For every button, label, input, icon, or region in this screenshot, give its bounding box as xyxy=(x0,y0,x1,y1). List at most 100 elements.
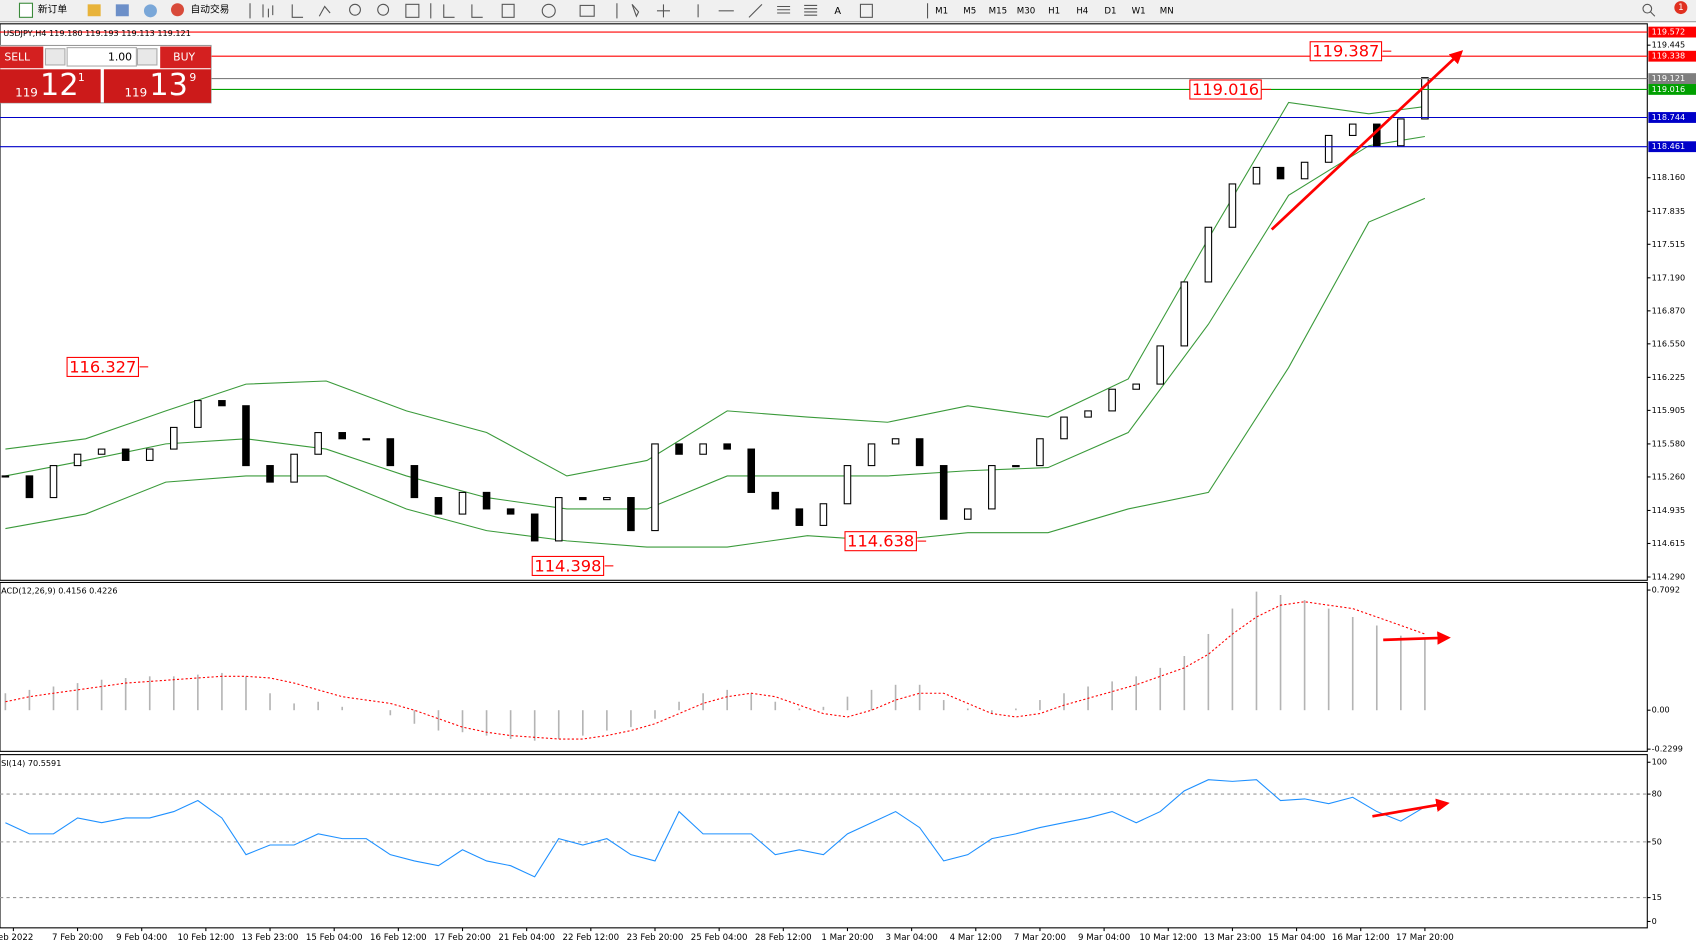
buy-big-figure[interactable]: 119 xyxy=(124,86,147,100)
x-tick-label: 13 Feb 23:00 xyxy=(242,933,299,943)
panel-frames xyxy=(0,23,1648,929)
lot-up[interactable] xyxy=(136,48,158,66)
candle xyxy=(1012,465,1020,468)
sell-big-figure[interactable]: 119 xyxy=(15,86,38,100)
macd-tick-label: -0.2299 xyxy=(1652,744,1683,754)
timeframe-button[interactable]: H4 xyxy=(1076,6,1088,16)
price-tick-label: 119.445 xyxy=(1652,40,1686,50)
sell-label[interactable]: SELL xyxy=(4,50,30,63)
buy-button[interactable] xyxy=(160,46,212,69)
candle xyxy=(194,400,202,428)
x-tick-label: 7 Mar 20:00 xyxy=(1014,933,1066,943)
price-level-tag xyxy=(1648,50,1696,62)
candle xyxy=(338,432,346,440)
annotation-label: 119.387 xyxy=(1312,42,1379,61)
candle xyxy=(988,465,996,510)
candle xyxy=(386,438,395,467)
buy-label[interactable]: BUY xyxy=(173,50,195,63)
timeframe-button[interactable]: MN xyxy=(1160,6,1174,16)
buy-pips[interactable]: 13 xyxy=(149,68,188,103)
sell-pips[interactable]: 12 xyxy=(40,68,79,103)
candle xyxy=(819,503,828,526)
lot-down[interactable] xyxy=(44,48,66,66)
lot-value[interactable]: 1.00 xyxy=(108,50,132,63)
x-tick-label: 15 Mar 04:00 xyxy=(1268,933,1326,943)
candle xyxy=(266,465,274,483)
candle xyxy=(843,465,852,505)
auto-trading-button[interactable]: 自动交易 xyxy=(190,3,229,16)
lot-input[interactable] xyxy=(66,47,137,67)
timeframe-button[interactable]: M5 xyxy=(963,6,976,16)
candle xyxy=(410,465,419,499)
rsi-tick-label: 50 xyxy=(1652,836,1662,846)
new-order-button[interactable]: 新订单 xyxy=(38,3,67,16)
new-order-icon[interactable] xyxy=(18,2,34,18)
candle xyxy=(170,426,178,450)
tool-icons xyxy=(249,3,1656,19)
candle xyxy=(699,443,707,455)
trend-arrow xyxy=(1270,50,1464,231)
price-level-tag xyxy=(1648,141,1696,153)
annotation-box xyxy=(1309,41,1383,62)
price-panel: 119.445 118.160 117.835 117.515 117.190 116.8… xyxy=(0,27,1696,582)
timeframe-button[interactable]: H1 xyxy=(1048,6,1060,16)
candle xyxy=(1108,388,1116,412)
text-tool-icon[interactable]: A xyxy=(834,6,841,17)
candle xyxy=(1252,166,1261,185)
sell-price-box[interactable] xyxy=(0,69,101,103)
price-tick-label: 116.870 xyxy=(1652,305,1686,315)
icon[interactable] xyxy=(87,4,101,17)
x-tick-label: 4 Mar 12:00 xyxy=(950,933,1002,943)
candle xyxy=(242,405,250,467)
x-tick-label: 9 Mar 04:00 xyxy=(1078,933,1130,943)
candle xyxy=(603,497,611,501)
buy-price-box[interactable] xyxy=(103,69,212,103)
rsi-line xyxy=(5,779,1426,878)
macd-signal xyxy=(5,601,1426,740)
x-tick-label: 3 Mar 04:00 xyxy=(886,933,938,943)
sell-fraction[interactable]: 1 xyxy=(78,71,85,84)
notification-badge[interactable] xyxy=(1674,1,1688,15)
annotation-box xyxy=(844,531,917,552)
price-level-tag xyxy=(1648,26,1696,38)
rsi-tick-label: 15 xyxy=(1652,892,1662,902)
icon[interactable] xyxy=(143,4,157,18)
x-tick-label: 9 Feb 04:00 xyxy=(116,933,167,943)
icon[interactable] xyxy=(115,4,129,17)
candle xyxy=(1204,226,1213,283)
rsi-tick-label: 80 xyxy=(1652,789,1662,799)
timeframes: M1 M5 M15 M30 H1 H4 D1 W1 MN xyxy=(935,6,1174,16)
toolbar: 新订单 自动交易 A M1 M5 M15 M30 H1 H4 D1 W1 MN 1 xyxy=(0,0,1696,23)
candle xyxy=(1,475,10,478)
sell-button[interactable] xyxy=(0,46,44,69)
price-tick-label: 114.290 xyxy=(1652,572,1686,582)
macd-tick-label: 0.00 xyxy=(1652,705,1670,715)
timeframe-button[interactable]: D1 xyxy=(1104,6,1116,16)
annotation-label: 116.327 xyxy=(69,357,136,376)
annotation-box xyxy=(531,555,605,576)
timeframe-button[interactable]: M30 xyxy=(1017,6,1035,16)
rsi-tick-label: 100 xyxy=(1652,757,1667,767)
rsi-tick-label: 0 xyxy=(1652,916,1657,926)
x-tick-label: 23 Feb 20:00 xyxy=(627,933,684,943)
candle xyxy=(314,432,322,455)
price-tick-label: 117.515 xyxy=(1652,239,1686,249)
candle xyxy=(1397,118,1405,147)
timeframe-button[interactable]: M15 xyxy=(989,6,1007,16)
candle xyxy=(1084,410,1092,418)
candle xyxy=(963,508,972,520)
candle xyxy=(1036,438,1044,467)
buy-fraction[interactable]: 9 xyxy=(189,71,196,84)
price-level-label: 119.016 xyxy=(1652,84,1686,94)
x-tick-label: 1 Mar 20:00 xyxy=(821,933,873,943)
candle xyxy=(506,508,515,515)
macd-tick-label: 0.7092 xyxy=(1652,585,1680,595)
x-tick-label: 13 Mar 23:00 xyxy=(1204,933,1262,943)
x-tick-label: 16 Feb 12:00 xyxy=(370,933,427,943)
timeframe-button[interactable]: M1 xyxy=(935,6,948,16)
rsi-title: SI(14) 70.5591 xyxy=(1,758,61,768)
x-tick-label: 16 Mar 12:00 xyxy=(1332,933,1390,943)
price-tick-label: 114.935 xyxy=(1652,505,1686,515)
timeframe-button[interactable]: W1 xyxy=(1132,6,1146,16)
auto-trading-icon[interactable] xyxy=(171,3,184,17)
